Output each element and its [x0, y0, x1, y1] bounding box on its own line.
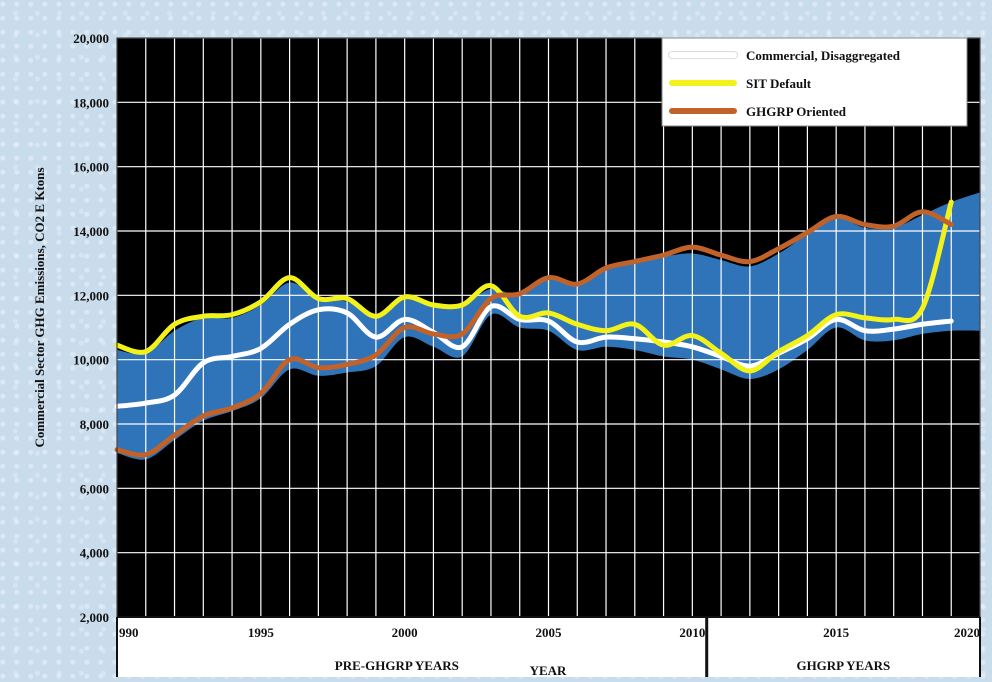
y-tick-label: 2,000 — [80, 610, 109, 625]
x-tick-label: 2005 — [536, 625, 563, 640]
y-tick-label: 14,000 — [73, 224, 109, 239]
series-line-1 — [114, 199, 954, 374]
legend-label-sit-default: SIT Default — [746, 76, 812, 91]
legend: Commercial, Disaggregated SIT Default GH… — [661, 37, 968, 127]
y-tick-label: 20,000 — [73, 31, 109, 46]
y-tick-label: 10,000 — [73, 353, 109, 368]
series-line-2 — [114, 209, 954, 458]
y-tick-label: 12,000 — [73, 288, 109, 303]
y-tick-labels: 2,000 4,000 6,000 8,000 10,000 12,000 14,000 16… — [73, 31, 109, 625]
y-tick-label: 18,000 — [73, 95, 109, 110]
x-tick-labels: 990 1995 2000 2005 2010 2015 2020 — [119, 625, 980, 640]
x-tick-label: 2020 — [954, 625, 980, 640]
series-line-0 — [114, 303, 954, 409]
y-tick-label: 16,000 — [73, 160, 109, 175]
y-tick-label: 4,000 — [80, 546, 109, 561]
x-tick-label: 2010 — [679, 625, 705, 640]
y-tick-label: 8,000 — [80, 417, 109, 432]
x-tick-label: 2000 — [392, 625, 418, 640]
x-tick-label: 2015 — [823, 625, 850, 640]
y-axis-title: Commercial Sector GHG Emissions, CO2 E K… — [32, 167, 47, 447]
period-label-pre: PRE-GHGRP YEARS — [335, 658, 459, 673]
period-label-post: GHGRP YEARS — [796, 658, 890, 673]
x-axis-title: YEAR — [530, 663, 567, 678]
x-axis-strip — [116, 616, 981, 677]
legend-label-ghgrp: GHGRP Oriented — [746, 104, 847, 119]
legend-label-commercial: Commercial, Disaggregated — [746, 48, 901, 63]
y-tick-label: 6,000 — [80, 481, 109, 496]
x-axis-strip-bg — [117, 617, 980, 677]
x-tick-label: 990 — [119, 625, 139, 640]
series-lines — [114, 199, 954, 458]
x-tick-label: 1995 — [248, 625, 275, 640]
